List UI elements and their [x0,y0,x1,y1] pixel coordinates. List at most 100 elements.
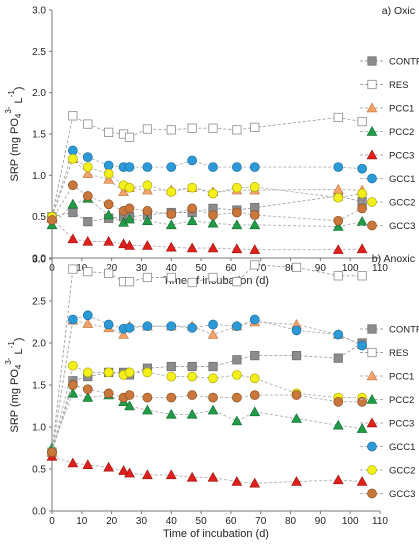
data-point-pcc3 [103,461,115,472]
legend-item-gcc2: GCC2 [360,197,415,209]
data-point-gcc1 [357,163,367,174]
legend-label: PCC2 [389,127,414,138]
data-point-control [333,353,343,363]
data-point-gcc3 [166,392,177,403]
data-point-res [208,123,218,133]
data-point-res [250,260,260,270]
data-point-res [124,132,135,142]
data-point-gcc2 [166,371,177,382]
data-point-control [250,350,260,361]
data-point-res [357,271,367,281]
y-tick-label: 2.5 [32,297,46,308]
data-point-gcc3 [124,203,135,214]
legend-marker-pcc1 [366,102,378,113]
legend-label: GCC1 [389,174,415,185]
series-line-gcc1 [51,149,363,217]
x-tick-label: 30 [136,263,148,274]
legend-marker-pcc3 [366,417,378,428]
data-point-pcc3 [186,242,198,253]
data-point-gcc3 [82,191,93,201]
x-tick-label: 50 [196,516,208,527]
data-point-control [232,355,242,365]
data-point-gcc2 [166,187,177,197]
legend-marker-res [367,347,377,358]
data-point-gcc2 [103,367,114,378]
x-tick-label: 60 [225,263,237,274]
data-point-pcc1 [82,318,94,328]
legend-item-gcc1: GCC1 [360,441,415,453]
legend-marker-gcc3 [367,220,377,231]
series-line-res [51,264,363,453]
series-line-control [51,342,363,453]
data-point-gcc2 [208,188,218,199]
data-point-gcc3 [249,390,260,400]
data-point-res [83,119,93,129]
data-point-pcc3 [231,476,243,486]
data-point-gcc2 [357,188,367,199]
series-gcc1 [47,310,367,458]
data-point-res [232,277,242,287]
legend-label: GCC2 [389,198,415,209]
legend-item-pcc3: PCC3 [360,149,414,162]
data-point-gcc1 [187,323,197,333]
series-line-pcc1 [51,319,363,453]
legend-label: CONTROL [389,57,419,68]
legend-item-pcc1: PCC1 [360,102,414,115]
chart-panel-1: 0.00.51.01.52.02.53.00102030405060708090… [4,5,419,287]
data-point-pcc1 [103,173,115,184]
data-point-res [68,111,78,121]
data-point-gcc1 [124,323,135,333]
legend-marker-gcc1 [367,441,377,452]
legend-label: PCC1 [389,104,414,115]
data-point-gcc1 [124,162,135,172]
data-point-pcc2 [249,406,261,417]
data-point-gcc1 [103,160,114,171]
data-point-pcc2 [207,404,219,415]
legend-marker-control [367,56,377,66]
data-point-res [208,272,218,283]
series-gcc2 [47,153,367,222]
data-point-res [104,268,114,278]
legend-label: GCC3 [389,221,415,232]
data-point-pcc3 [124,467,135,478]
legend-marker-gcc2 [367,197,377,207]
x-tick-label: 110 [372,516,388,527]
legend-marker-gcc3 [367,488,377,499]
data-point-pcc3 [165,241,177,252]
series-gcc1 [47,145,367,222]
data-point-gcc3 [291,390,302,400]
data-point-gcc3 [357,203,367,214]
legend: CONTROL RES PCC1 PCC2 PCC3 GCC1 GCC2 GCC3 [360,324,419,500]
panel-label: a) Oxic [382,5,415,17]
y-tick-label: 0.5 [32,212,46,223]
data-point-gcc2 [187,182,197,193]
data-point-pcc3 [291,476,302,486]
data-point-control [291,350,302,361]
data-point-res [142,124,153,134]
data-point-pcc2 [291,413,302,423]
data-point-pcc3 [207,471,219,482]
x-tick-label: 100 [342,263,359,274]
data-point-gcc2 [82,367,93,378]
data-point-gcc1 [291,325,302,336]
data-point-gcc1 [68,314,78,325]
legend-marker-gcc1 [367,173,377,184]
series-line-pcc2 [51,197,363,228]
data-point-gcc2 [232,370,242,380]
data-point-res [124,277,135,287]
legend-label: GCC1 [389,442,415,453]
data-point-gcc3 [142,392,153,403]
y-axis-label: SRP (mg PO43- L-1) [4,87,25,182]
data-point-gcc3 [232,392,242,403]
data-point-res [104,127,114,137]
data-point-pcc2 [165,219,177,230]
data-point-pcc2 [332,419,344,430]
data-point-gcc1 [232,321,242,332]
data-point-pcc2 [356,423,368,433]
data-point-control [208,361,218,372]
data-point-res [166,272,176,283]
data-point-gcc3 [249,210,260,220]
data-point-gcc2 [124,367,135,378]
data-point-gcc3 [357,396,367,407]
data-point-res [68,264,78,274]
